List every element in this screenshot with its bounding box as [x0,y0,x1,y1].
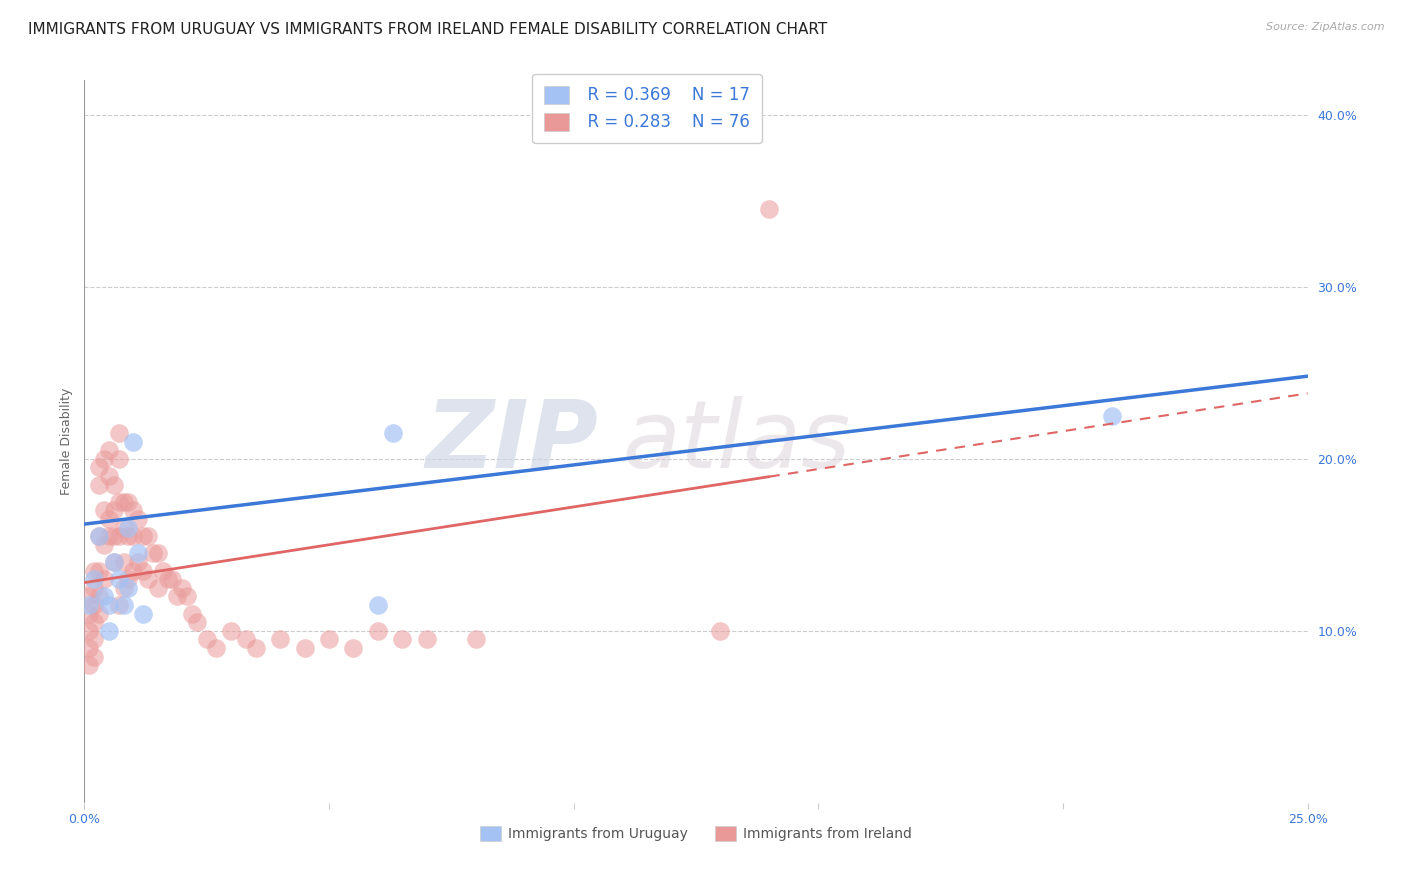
Point [77,658,100,673]
Point [367,624,389,638]
Point [122,564,145,578]
Point [709,624,731,638]
Point [132,529,155,543]
Point [107,494,129,508]
Point [97,443,120,458]
Point [77,598,100,612]
Text: atlas: atlas [623,396,851,487]
Point [112,598,135,612]
Point [83,632,105,647]
Point [93,451,115,466]
Point [166,590,188,604]
Point [245,640,267,655]
Point [318,632,340,647]
Point [391,632,413,647]
Point [107,598,129,612]
Point [146,581,169,595]
Point [127,546,149,560]
Point [107,451,129,466]
Point [122,503,145,517]
Point [112,581,135,595]
Point [87,460,110,475]
Point [107,529,129,543]
Point [107,425,129,440]
Legend: Immigrants from Uruguay, Immigrants from Ireland: Immigrants from Uruguay, Immigrants from… [474,820,918,847]
Point [269,632,291,647]
Point [103,503,125,517]
Point [146,546,169,560]
Point [132,564,155,578]
Point [186,615,208,630]
Point [87,529,110,543]
Point [132,607,155,621]
Point [97,598,120,612]
Point [97,469,120,483]
Point [162,572,184,586]
Point [77,590,100,604]
Point [103,477,125,491]
Point [93,590,115,604]
Point [117,520,139,534]
Point [87,564,110,578]
Point [93,572,115,586]
Point [97,512,120,526]
Point [172,581,194,595]
Point [87,477,110,491]
Point [87,590,110,604]
Point [77,640,100,655]
Point [152,564,174,578]
Text: Source: ZipAtlas.com: Source: ZipAtlas.com [1267,22,1385,32]
Text: IMMIGRANTS FROM URUGUAY VS IMMIGRANTS FROM IRELAND FEMALE DISABILITY CORRELATION: IMMIGRANTS FROM URUGUAY VS IMMIGRANTS FR… [28,22,827,37]
Point [103,555,125,569]
Point [117,572,139,586]
Point [176,590,198,604]
Point [1101,409,1123,423]
Text: ZIP: ZIP [425,395,598,488]
Point [758,202,780,217]
Point [195,632,218,647]
Y-axis label: Female Disability: Female Disability [60,388,73,495]
Point [83,581,105,595]
Point [97,624,120,638]
Point [219,624,242,638]
Point [97,529,120,543]
Point [156,572,179,586]
Point [83,598,105,612]
Point [83,615,105,630]
Point [112,520,135,534]
Point [342,640,364,655]
Point [103,529,125,543]
Point [235,632,257,647]
Point [142,546,165,560]
Point [367,598,389,612]
Point [83,564,105,578]
Point [103,555,125,569]
Point [112,555,135,569]
Point [181,607,204,621]
Point [464,632,486,647]
Point [77,624,100,638]
Point [83,572,105,586]
Point [93,503,115,517]
Point [83,649,105,664]
Point [93,538,115,552]
Point [87,607,110,621]
Point [107,572,129,586]
Point [77,607,100,621]
Point [416,632,439,647]
Point [294,640,316,655]
Point [122,434,145,449]
Point [112,494,135,508]
Point [117,581,139,595]
Point [127,512,149,526]
Point [136,572,159,586]
Point [117,529,139,543]
Point [205,640,228,655]
Point [87,529,110,543]
Point [381,425,404,440]
Point [127,555,149,569]
Point [122,529,145,543]
Point [117,494,139,508]
Point [136,529,159,543]
